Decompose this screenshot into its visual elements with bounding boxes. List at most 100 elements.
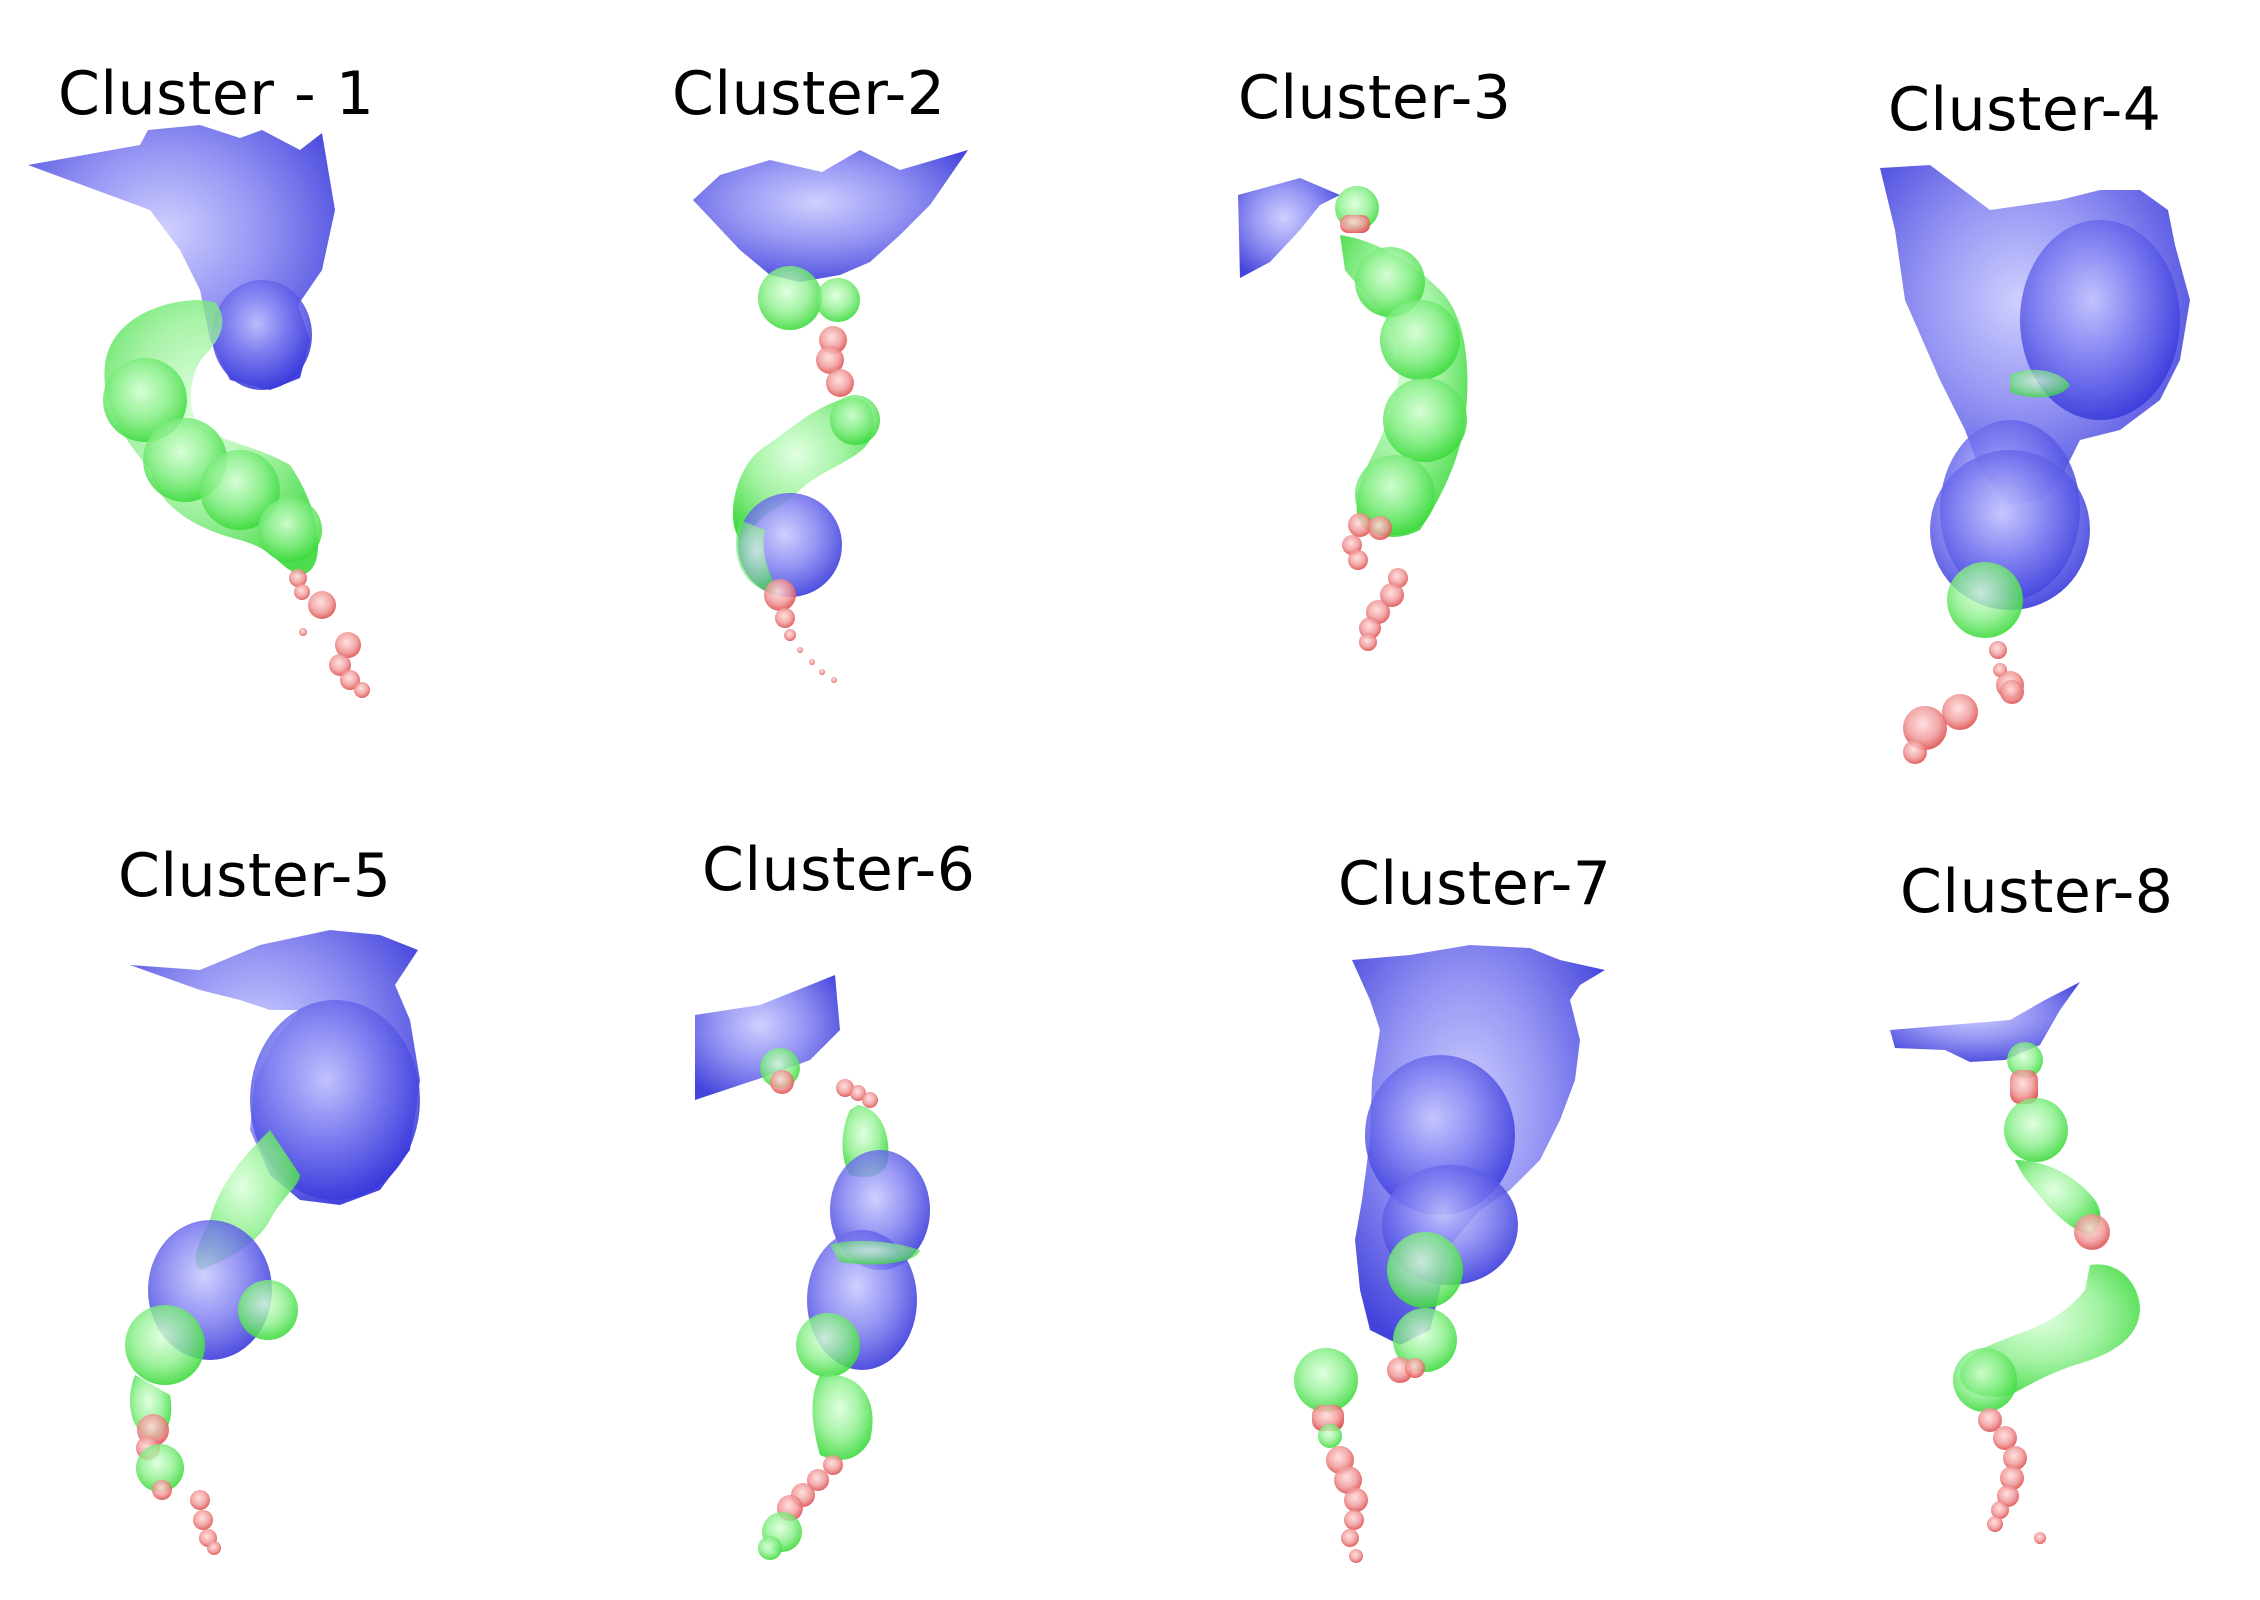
cluster-2-red-ball — [784, 629, 796, 641]
cluster-3-red-ball — [1348, 513, 1372, 537]
cluster-2-green-ring — [736, 520, 780, 595]
cluster-5-tunnel — [125, 930, 420, 1555]
cluster-1-red-ball — [329, 654, 351, 676]
cluster-2-green-ball — [816, 278, 860, 322]
cluster-1-green-ball — [258, 498, 322, 562]
cluster-7-red-ball — [1334, 1466, 1362, 1494]
cluster-8-green-ball — [2007, 1042, 2043, 1078]
cluster-6-red-ball — [807, 1469, 829, 1491]
cluster-8-tunnel — [1890, 982, 2140, 1544]
cluster-1-red-ball — [294, 584, 310, 600]
cluster-8-red-ball — [2034, 1532, 2046, 1544]
cluster-2-red-ball — [797, 647, 803, 653]
cluster-4-green-band — [2010, 369, 2070, 398]
cluster-8-red-ball — [2003, 1446, 2027, 1470]
cluster-2-blue-mouth — [693, 150, 968, 282]
cluster-6-red-ball — [850, 1085, 866, 1101]
cluster-3-green-ball — [1355, 247, 1425, 317]
cluster-2-green-ball — [758, 266, 822, 330]
cluster-3-green-ball — [1380, 300, 1460, 380]
cluster-3-red-ball — [1388, 568, 1408, 588]
cluster-2-red-ball — [816, 346, 844, 374]
cluster-6-tunnel — [695, 975, 930, 1560]
panel-title-cluster-5: Cluster-5 — [118, 841, 392, 911]
cluster-1-tunnel — [28, 125, 370, 698]
panel-title-cluster-8: Cluster-8 — [1900, 857, 2174, 927]
cluster-8-red-ball — [1987, 1516, 2003, 1532]
cluster-8-red-neck — [2010, 1070, 2038, 1104]
cluster-2-green-ball — [830, 395, 880, 445]
cluster-4-blue-lobe — [2020, 220, 2180, 420]
cluster-7-green-ball — [1318, 1424, 1342, 1448]
cluster-4-green-ball — [1947, 562, 2023, 638]
cluster-7-red-ball — [1341, 1529, 1359, 1547]
cluster-4-red-ball — [1989, 641, 2007, 659]
cluster-2-red-ball — [764, 579, 796, 611]
cluster-3-red-ball — [1359, 633, 1377, 651]
cluster-6-red-ball — [770, 1070, 794, 1094]
panel-title-cluster-1: Cluster - 1 — [58, 59, 375, 129]
cluster-7-red-ball — [1405, 1358, 1425, 1378]
cluster-8-green-body — [2015, 1160, 2101, 1235]
cluster-2-red-ball — [826, 369, 854, 397]
cluster-3-red-neck — [1340, 215, 1370, 233]
cluster-1-red-ball — [289, 569, 307, 587]
cluster-5-red-ball — [152, 1480, 172, 1500]
cluster-8-red-ball — [1978, 1408, 2002, 1432]
cluster-5-red-ball — [193, 1510, 213, 1530]
cluster-3-red-ball — [1348, 550, 1368, 570]
panel-title-cluster-4: Cluster-4 — [1888, 75, 2162, 145]
cluster-8-green-ball — [2004, 1098, 2068, 1162]
cluster-2-red-ball — [831, 677, 837, 683]
cluster-6-red-ball — [823, 1455, 843, 1475]
cluster-2-red-ball — [819, 669, 825, 675]
cluster-1-red-ball — [335, 632, 361, 658]
cluster-8-green-ball — [1953, 1348, 2017, 1412]
cluster-6-red-ball — [836, 1079, 854, 1097]
cluster-1-red-ball — [354, 682, 370, 698]
cluster-7-green-ball — [1294, 1348, 1358, 1412]
cluster-1-green-ball — [103, 358, 187, 442]
cluster-5-green-ball — [125, 1305, 205, 1385]
cluster-6-green-band — [830, 1240, 920, 1265]
cluster-8-red-ball — [1991, 1501, 2009, 1519]
cluster-7-green-ball — [1393, 1308, 1457, 1372]
cluster-6-blue-mouth — [695, 975, 840, 1100]
cluster-3-red-ball — [1359, 617, 1381, 639]
cluster-8-red-ball — [2074, 1214, 2110, 1250]
cluster-1-blue-lobe — [212, 280, 312, 390]
panel-title-cluster-6: Cluster-6 — [702, 835, 976, 905]
cluster-4-red-ball — [1903, 706, 1947, 750]
cluster-7-red-neck — [1312, 1405, 1344, 1431]
cluster-1-red-ball — [299, 628, 307, 636]
cluster-8-blue-mouth — [1890, 982, 2080, 1062]
cluster-1-green-ball — [200, 450, 280, 530]
cluster-6-green-ball — [758, 1536, 782, 1560]
cluster-5-blue-lobe — [250, 1000, 420, 1200]
cluster-6-red-ball — [862, 1092, 878, 1108]
cluster-6-green-ball — [796, 1313, 860, 1377]
cluster-7-red-ball — [1344, 1488, 1368, 1512]
cluster-1-red-ball — [340, 670, 360, 690]
cluster-5-green-ball — [238, 1280, 298, 1340]
cluster-5-green-ball — [136, 1444, 184, 1492]
panel-title-cluster-7: Cluster-7 — [1338, 849, 1612, 919]
cluster-5-red-ball — [190, 1490, 210, 1510]
cluster-2-red-ball — [775, 608, 795, 628]
cluster-8-red-ball — [1993, 1426, 2017, 1450]
cluster-6-green-body — [812, 1374, 873, 1460]
cluster-3-green-ball — [1355, 455, 1435, 535]
panel-title-cluster-2: Cluster-2 — [672, 59, 946, 129]
cluster-7-red-ball — [1349, 1549, 1363, 1563]
cluster-7-red-ball — [1344, 1510, 1364, 1530]
panel-title-cluster-3: Cluster-3 — [1238, 63, 1512, 133]
cluster-1-red-ball — [308, 591, 336, 619]
cluster-7-green-ball — [1387, 1232, 1463, 1308]
cluster-3-blue-mouth — [1238, 178, 1340, 278]
cluster-3-red-ball — [1342, 535, 1362, 555]
cluster-8-red-ball — [2000, 1466, 2024, 1490]
cluster-7-tunnel — [1294, 945, 1605, 1563]
cluster-4-red-ball — [1903, 740, 1927, 764]
cluster-3-red-ball — [1380, 583, 1404, 607]
